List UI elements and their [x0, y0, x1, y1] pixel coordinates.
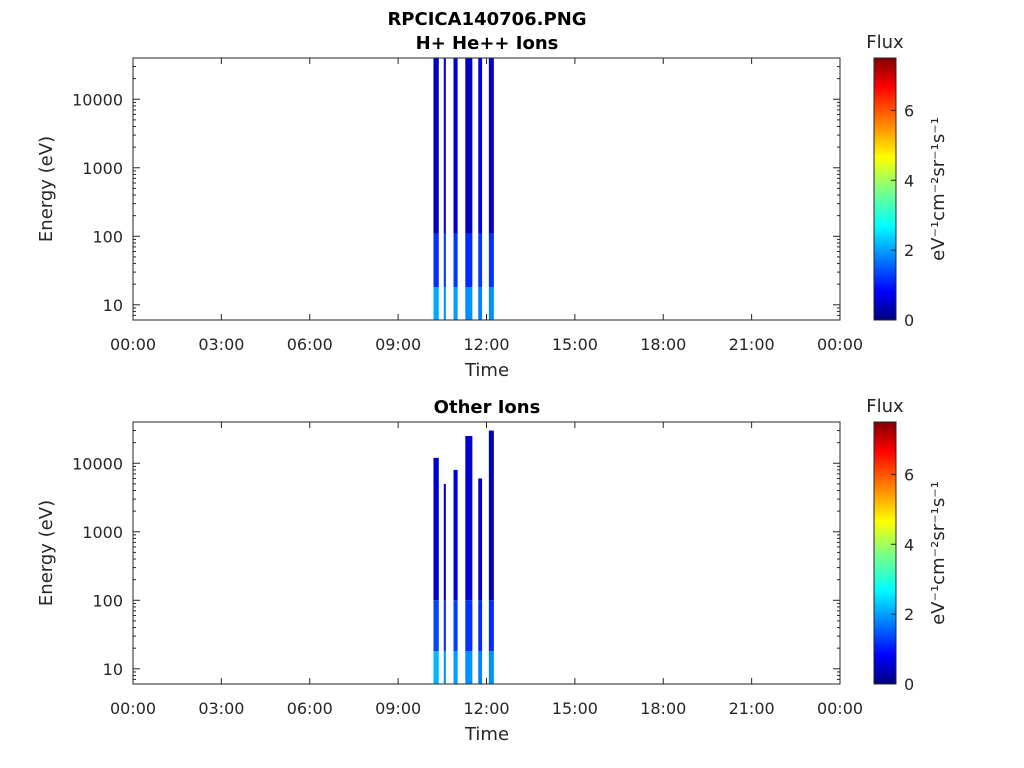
p1-colorbar-tick-label: 4: [904, 171, 914, 190]
p2-colorbar-tick-label: 4: [904, 535, 914, 554]
panel1-plot-frame: [132, 57, 841, 321]
p1-stripe-0-low-energy: [433, 287, 439, 320]
p1-stripe-0-mid-energy: [433, 233, 439, 288]
p1-x-tick-label: 06:00: [287, 335, 333, 354]
p1-stripe-2-mid-energy: [453, 233, 458, 288]
p2-stripe-4-low-energy: [478, 651, 483, 684]
p1-stripe-2-low-energy: [453, 287, 458, 320]
p2-stripe-2-high-energy: [453, 469, 458, 601]
figure-title: RPCICA140706.PNG: [387, 9, 586, 30]
p2-stripe-0-mid-energy: [433, 600, 439, 652]
p1-y-tick-label: 10: [103, 296, 123, 315]
p1-colorbar-tick-label: 2: [904, 241, 914, 260]
p2-stripe-1-mid-energy: [443, 600, 446, 652]
p2-y-tick-label: 100: [92, 591, 123, 610]
p2-colorbar-tick-label: 6: [904, 465, 914, 484]
p2-x-tick-label: 15:00: [552, 699, 598, 718]
p2-x-tick-label: 00:00: [817, 699, 863, 718]
panel2-colorbar-ticks: 0 2 4 6: [891, 465, 914, 694]
p2-colorbar-tick-label: 0: [904, 675, 914, 694]
panel2-x-ticks: 00:00 03:00 06:00 09:00 12:00 15:00 18:00 21:00…: [110, 422, 863, 718]
p2-stripe-4-mid-energy: [478, 600, 483, 652]
p1-stripe-3-low-energy: [465, 287, 473, 320]
p1-stripe-1-mid-energy: [443, 233, 446, 288]
p1-stripe-5-low-energy: [488, 287, 494, 320]
p2-stripe-4-high-energy: [478, 478, 483, 601]
p2-stripe-3-low-energy: [465, 651, 473, 684]
p1-x-tick-label: 00:00: [817, 335, 863, 354]
p1-stripe-5-high-energy: [488, 58, 494, 234]
p1-y-tick-label: 1000: [82, 159, 123, 178]
panel1-spectrogram: [433, 58, 494, 320]
panel1-colorbar: [873, 57, 897, 321]
panel1-x-ticks: 00:00 03:00 06:00 09:00 12:00 15:00 18:00 21:00…: [110, 58, 863, 354]
p2-x-tick-label: 09:00: [375, 699, 421, 718]
p2-y-tick-label: 1000: [82, 523, 123, 542]
panel1-title: H+ He++ Ions: [416, 33, 559, 54]
panel1-y-label: Energy (eV): [36, 136, 57, 242]
p2-y-tick-label: 10000: [72, 454, 123, 473]
panel1-x-label: Time: [464, 360, 509, 381]
p1-stripe-1-high-energy: [443, 58, 446, 234]
panel1-colorbar-label: eV⁻¹cm⁻²sr⁻¹s⁻¹: [928, 117, 949, 261]
p2-stripe-5-mid-energy: [488, 600, 494, 652]
p2-stripe-3-mid-energy: [465, 600, 473, 652]
p2-stripe-0-low-energy: [433, 651, 439, 684]
panel2-title: Other Ions: [434, 397, 541, 418]
p1-x-tick-label: 15:00: [552, 335, 598, 354]
p2-x-tick-label: 00:00: [110, 699, 156, 718]
p2-stripe-3-high-energy: [465, 435, 473, 601]
panel1-y-ticks: 10 100 1000 10000: [72, 57, 840, 321]
panel2-plot-frame: [132, 421, 841, 685]
p2-x-tick-label: 03:00: [198, 699, 244, 718]
p1-x-tick-label: 03:00: [198, 335, 244, 354]
panel2-colorbar: [873, 421, 897, 685]
p2-colorbar-tick-label: 2: [904, 605, 914, 624]
panel2-y-label: Energy (eV): [36, 500, 57, 606]
p2-x-tick-label: 06:00: [287, 699, 333, 718]
p1-stripe-4-mid-energy: [478, 233, 483, 288]
p1-stripe-3-mid-energy: [465, 233, 473, 288]
p1-stripe-5-mid-energy: [488, 233, 494, 288]
p2-x-tick-label: 12:00: [463, 699, 509, 718]
p1-stripe-4-low-energy: [478, 287, 483, 320]
p1-x-tick-label: 12:00: [463, 335, 509, 354]
panel1-colorbar-ticks: 0 2 4 6: [891, 101, 914, 330]
p2-stripe-1-low-energy: [443, 651, 446, 684]
p1-x-tick-label: 00:00: [110, 335, 156, 354]
panel2-y-ticks: 10 100 1000 10000: [72, 421, 840, 685]
panel2-spectrogram: [433, 430, 494, 684]
p1-x-tick-label: 09:00: [375, 335, 421, 354]
p1-x-tick-label: 18:00: [640, 335, 686, 354]
p2-x-tick-label: 21:00: [729, 699, 775, 718]
p1-stripe-1-low-energy: [443, 287, 446, 320]
p2-stripe-2-low-energy: [453, 651, 458, 684]
panel2-x-label: Time: [464, 724, 509, 745]
panel1-colorbar-title: Flux: [866, 32, 904, 53]
p2-stripe-5-low-energy: [488, 651, 494, 684]
panel-h-he-ions: 00:00 03:00 06:00 09:00 12:00 15:00 18:00 21:00…: [36, 32, 949, 381]
p2-stripe-5-high-energy: [488, 430, 494, 601]
p1-stripe-4-high-energy: [478, 58, 483, 234]
p1-y-tick-label: 100: [92, 227, 123, 246]
p2-y-tick-label: 10: [103, 660, 123, 679]
p2-stripe-2-mid-energy: [453, 600, 458, 652]
panel-other-ions: 00:00 03:00 06:00 09:00 12:00 15:00 18:00 21:00…: [36, 396, 949, 745]
p1-x-tick-label: 21:00: [729, 335, 775, 354]
p2-x-tick-label: 18:00: [640, 699, 686, 718]
p2-stripe-1-high-energy: [443, 483, 446, 601]
p1-stripe-0-high-energy: [433, 58, 439, 234]
p2-stripe-0-high-energy: [433, 457, 439, 601]
panel2-colorbar-title: Flux: [866, 396, 904, 417]
p1-stripe-3-high-energy: [465, 58, 473, 234]
p1-colorbar-tick-label: 0: [904, 311, 914, 330]
p1-colorbar-tick-label: 6: [904, 101, 914, 120]
p1-y-tick-label: 10000: [72, 90, 123, 109]
p1-stripe-2-high-energy: [453, 58, 458, 234]
panel2-colorbar-label: eV⁻¹cm⁻²sr⁻¹s⁻¹: [928, 481, 949, 625]
